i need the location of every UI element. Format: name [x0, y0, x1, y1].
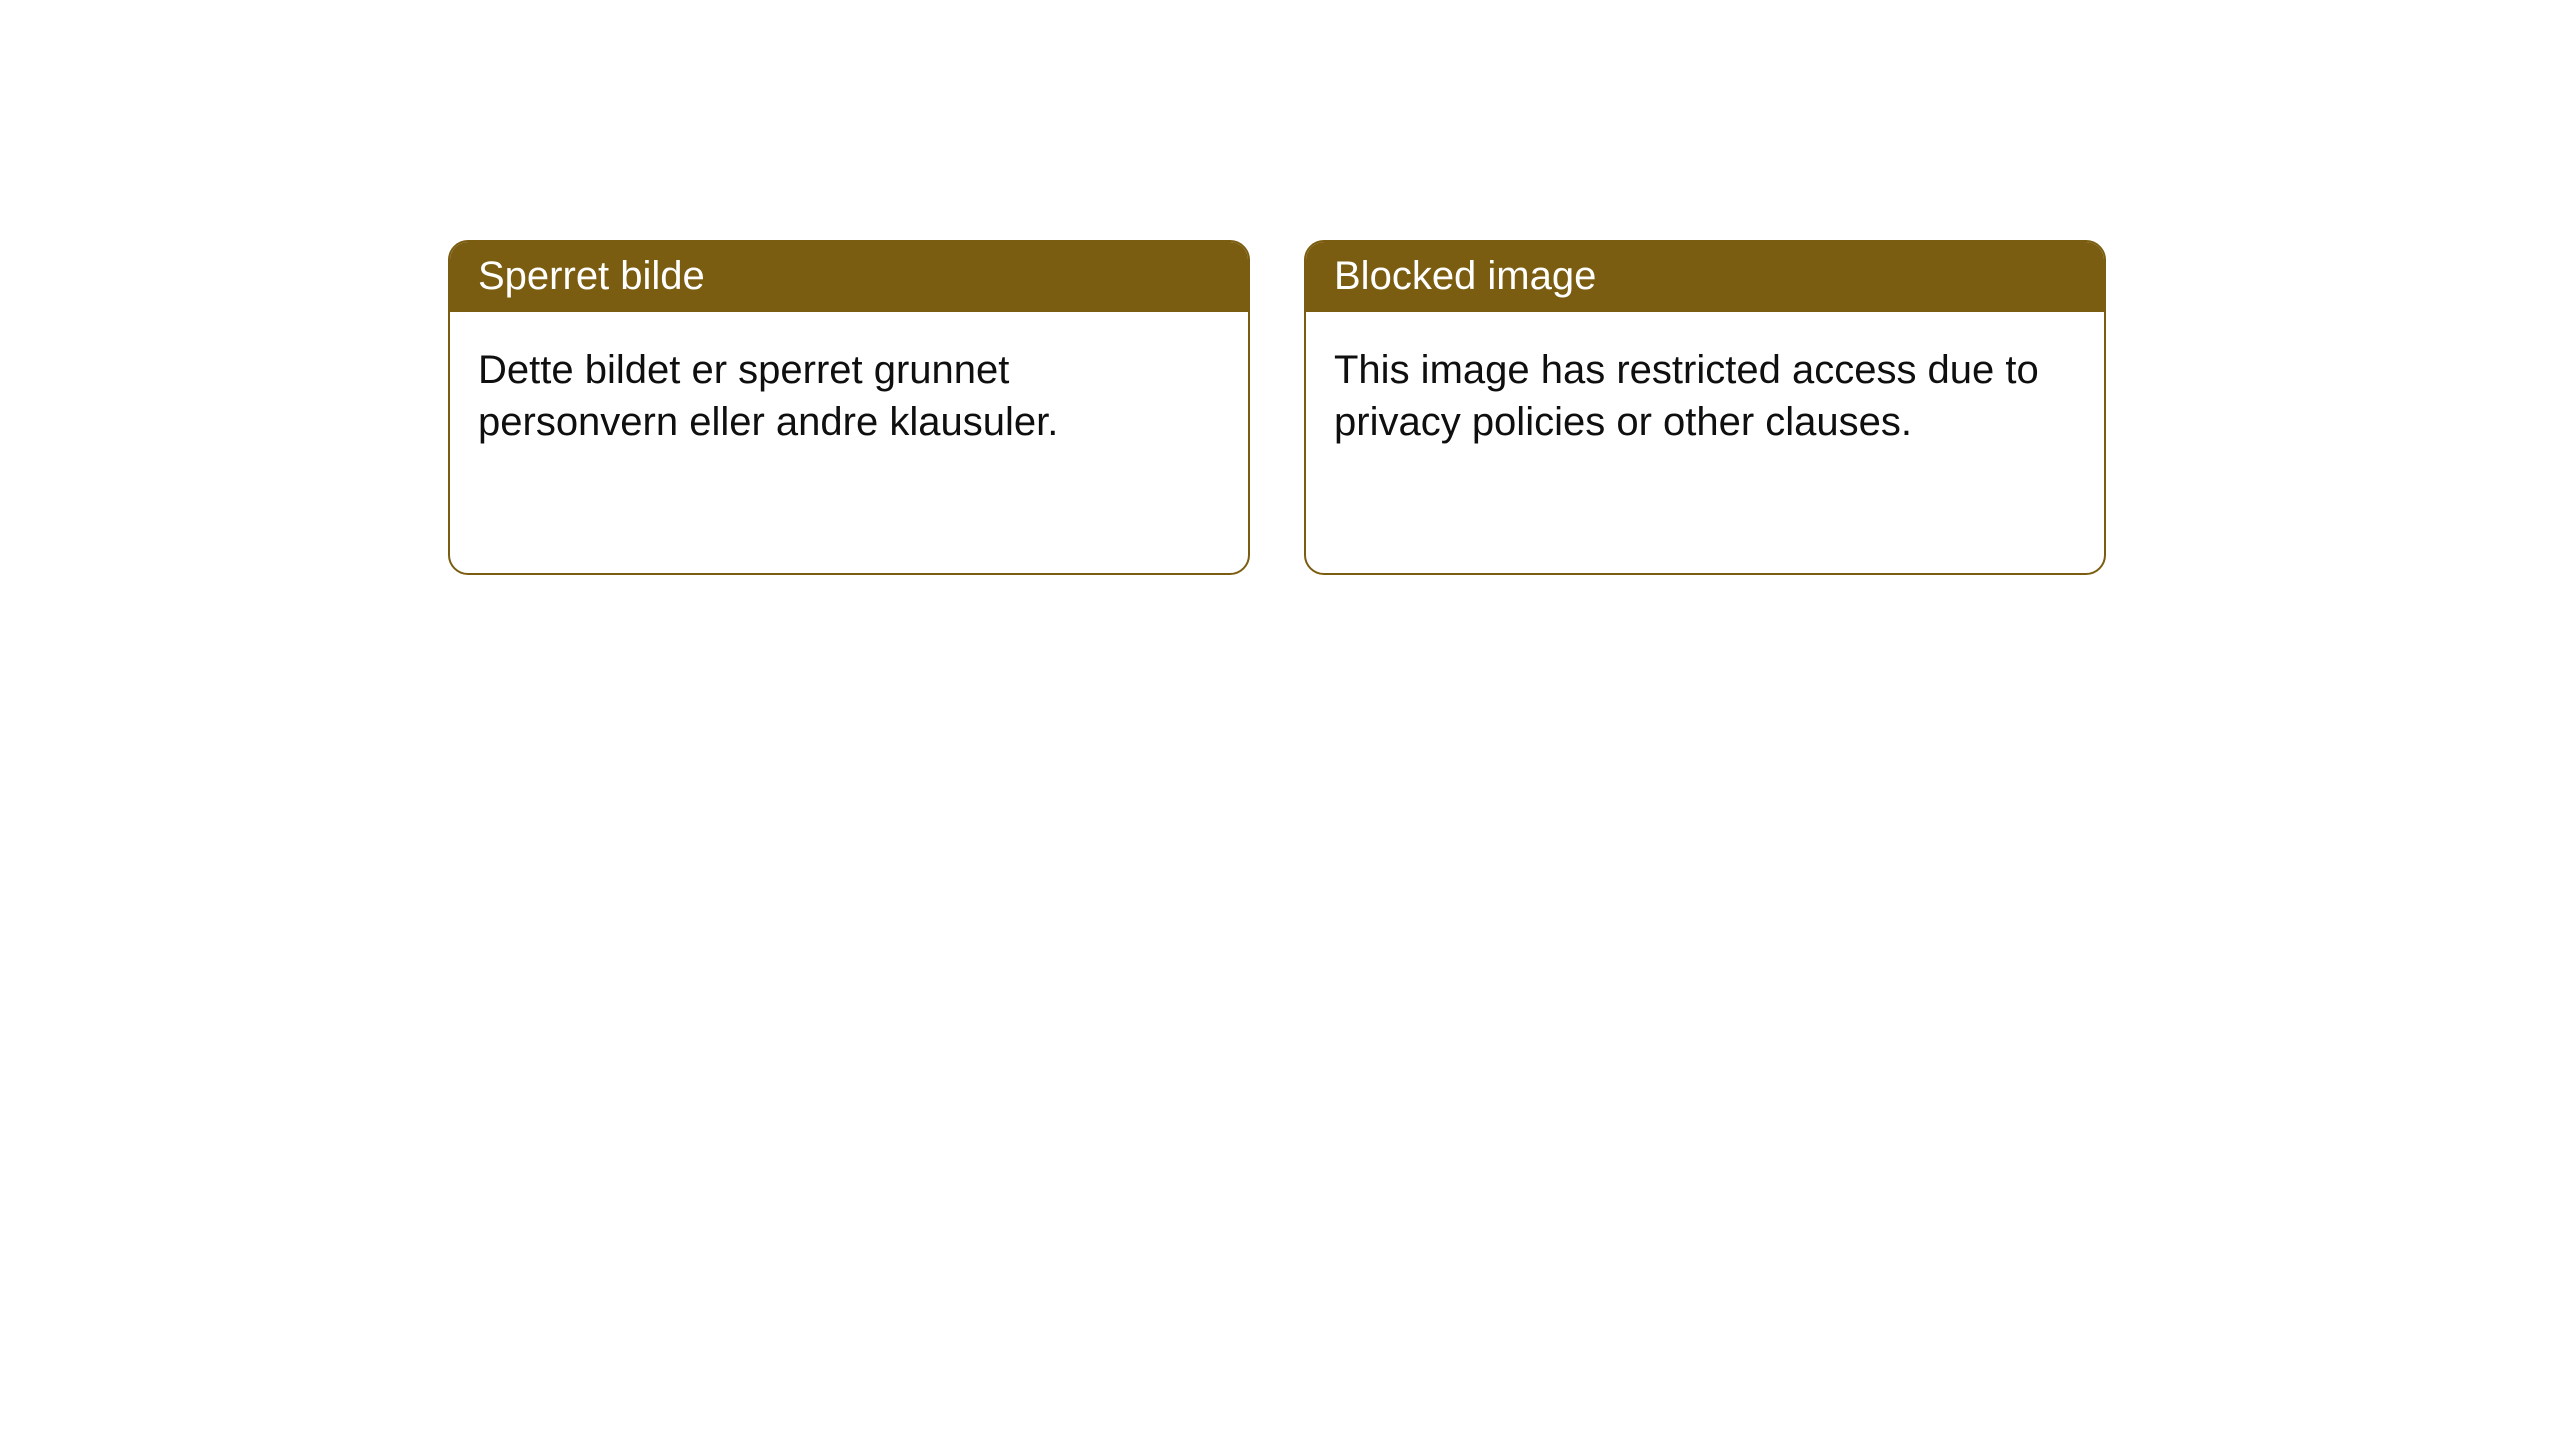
card-body: Dette bildet er sperret grunnet personve…	[450, 312, 1248, 480]
card-title: Sperret bilde	[450, 242, 1248, 312]
notice-card-english: Blocked image This image has restricted …	[1304, 240, 2106, 575]
card-title: Blocked image	[1306, 242, 2104, 312]
notice-container: Sperret bilde Dette bildet er sperret gr…	[0, 0, 2560, 575]
card-body: This image has restricted access due to …	[1306, 312, 2104, 480]
notice-card-norwegian: Sperret bilde Dette bildet er sperret gr…	[448, 240, 1250, 575]
